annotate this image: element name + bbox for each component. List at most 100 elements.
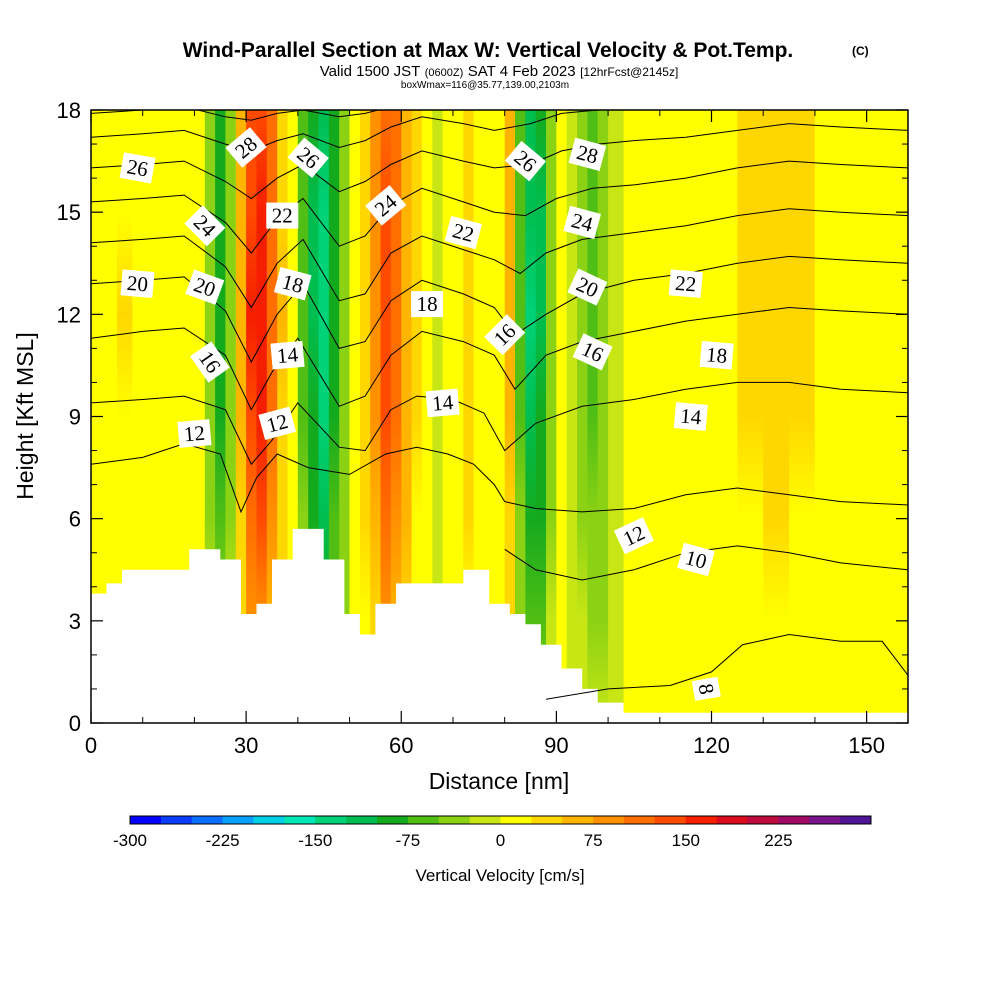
velocity-cell [535, 110, 547, 723]
contour-label: 12 [258, 406, 297, 440]
contour-label: 14 [673, 402, 708, 431]
x-tick-label: 0 [85, 733, 97, 758]
y-tick-label: 12 [57, 302, 81, 327]
velocity-cell [308, 110, 320, 723]
colorbar-swatch [315, 816, 347, 824]
velocity-cell [421, 110, 433, 723]
contour-label: 14 [270, 340, 305, 370]
velocity-cell [442, 110, 454, 723]
chart-subtitle: Valid 1500 JST (0600Z) SAT 4 Feb 2023 [1… [320, 63, 679, 80]
contour-label: 18 [699, 340, 734, 370]
colorbar-swatch [377, 816, 409, 824]
velocity-cell [339, 110, 351, 723]
y-tick-label: 18 [57, 98, 81, 123]
colorbar-swatch [407, 816, 440, 824]
theta-contour-18 [91, 255, 908, 364]
colorbar-tick-label: 150 [672, 831, 700, 850]
velocity-cell [737, 110, 764, 723]
contour-label-text: 22 [272, 204, 293, 228]
x-tick-label: 150 [848, 733, 885, 758]
colorbar-swatch [654, 816, 687, 824]
colorbar-frame [129, 815, 872, 825]
velocity-cell [297, 110, 309, 723]
y-tick-label: 3 [69, 609, 81, 634]
velocity-cell [163, 110, 180, 723]
velocity-cell [525, 110, 537, 723]
contour-label: 26 [119, 152, 156, 184]
colorbar-swatch [624, 816, 656, 824]
x-tick-label: 120 [693, 733, 730, 758]
colorbar-swatch [469, 816, 501, 824]
theta-contour-20 [91, 208, 908, 309]
theta-contour-28 [91, 110, 380, 121]
contour-label: 10 [677, 542, 715, 577]
velocity-cell [390, 110, 402, 723]
velocity-cell [866, 110, 894, 723]
colorbar-swatch [438, 816, 471, 824]
contour-label-text: 8 [694, 682, 719, 697]
velocity-cell [349, 110, 361, 723]
colorbar-swatch [130, 816, 162, 824]
chart-title-mark: (C) [852, 44, 869, 58]
colorbar-swatch [284, 816, 316, 824]
subtitle-utc: (0600Z) [425, 67, 464, 79]
velocity-cell [639, 110, 661, 723]
colorbar-tick-label: 225 [764, 831, 792, 850]
contour-label-text: 14 [276, 342, 300, 368]
velocity-cell [328, 110, 340, 723]
velocity-cell [515, 110, 526, 723]
colorbar: -300 -225 -150 -75 0 75 150 225 [113, 815, 872, 850]
velocity-cell [473, 110, 485, 723]
x-tick-label: 90 [544, 733, 568, 758]
velocity-cell [411, 110, 423, 723]
contour-label-text: 18 [705, 342, 728, 368]
contour-label-text: 14 [431, 390, 455, 416]
contour-label: 28 [568, 137, 607, 171]
velocity-cell [287, 110, 299, 723]
velocity-cell [840, 110, 868, 723]
velocity-cell [566, 110, 578, 723]
contour-label-text: 20 [126, 271, 149, 297]
velocity-cell [623, 110, 640, 723]
velocity-cell [370, 110, 382, 723]
velocity-cell [577, 110, 588, 723]
velocity-cell [763, 110, 790, 723]
velocity-cell [194, 110, 206, 723]
colorbar-label: Vertical Velocity [cm/s] [415, 866, 584, 885]
colorbar-swatch [716, 816, 748, 824]
contour-label: 18 [411, 291, 444, 318]
velocity-cell [101, 110, 118, 723]
x-tick-label: 30 [234, 733, 258, 758]
velocity-cell [597, 110, 609, 723]
velocity-cell [494, 110, 506, 723]
theta-contour-22 [91, 160, 908, 254]
velocity-cell [235, 110, 247, 723]
colorbar-swatch [778, 816, 810, 824]
contour-label: 24 [563, 205, 602, 240]
y-tick-label: 0 [69, 711, 81, 736]
y-tick-label: 9 [69, 405, 81, 430]
axes: 0 30 60 90 120 150 0 3 6 9 12 15 18 [57, 98, 908, 758]
colorbar-swatch [562, 816, 594, 824]
velocity-cell [546, 110, 557, 723]
y-tick-label: 15 [57, 200, 81, 225]
contour-label: 20 [120, 269, 155, 299]
subtitle-date: SAT 4 Feb 2023 [468, 63, 576, 80]
theta-contour-8 [545, 633, 908, 700]
velocity-cell [246, 110, 257, 723]
x-axis-label: Distance [nm] [429, 768, 570, 794]
colorbar-swatch [747, 816, 779, 824]
velocity-cell [587, 110, 599, 723]
colorbar-tick-label: -300 [113, 831, 147, 850]
box-info: boxWmax=116@35.77,139.00,2103m [401, 80, 569, 91]
colorbar-tick-label: -75 [396, 831, 421, 850]
colorbar-swatch [531, 816, 563, 824]
colorbar-tick-label: -225 [206, 831, 240, 850]
colorbar-tick-label: 0 [496, 831, 505, 850]
velocity-cell [432, 110, 444, 723]
velocity-cell [401, 110, 413, 723]
velocity-cell [147, 110, 164, 723]
contour-label-text: 14 [679, 404, 703, 430]
